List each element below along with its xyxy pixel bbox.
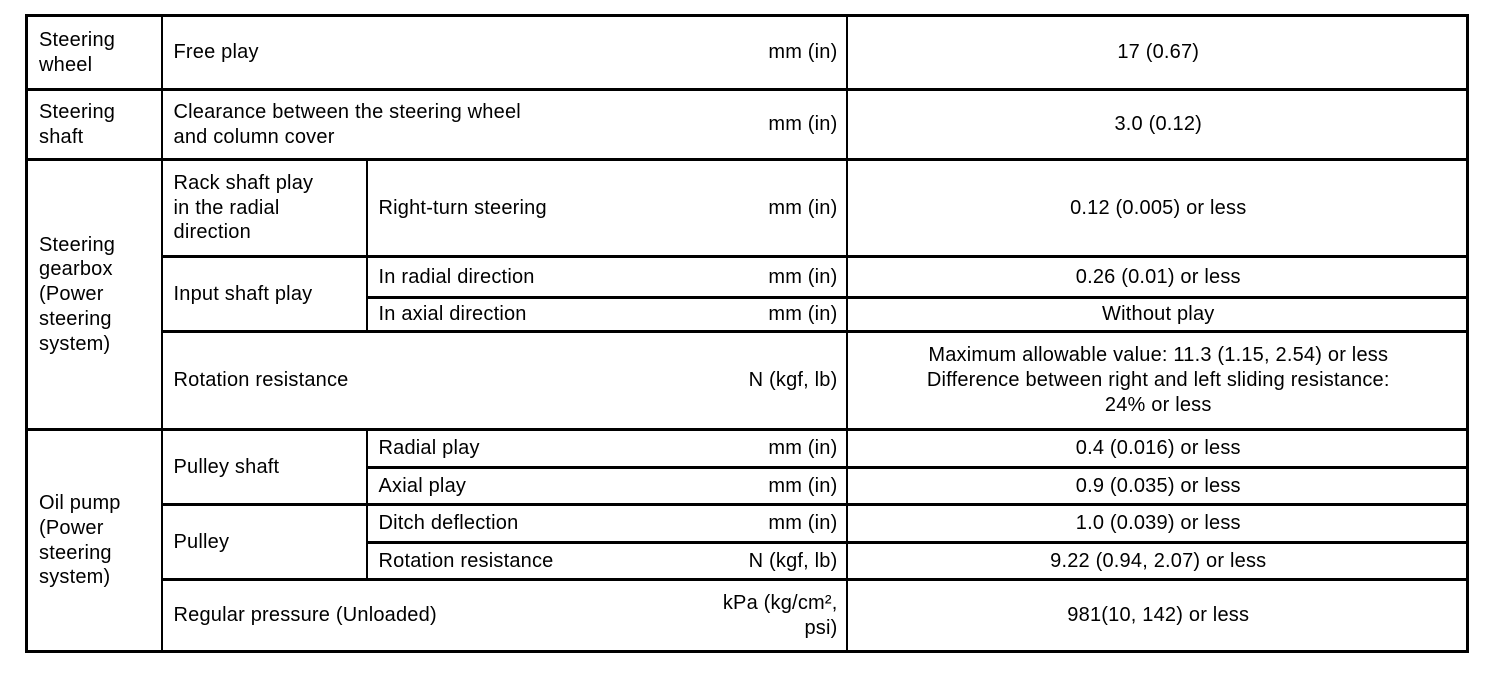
item-unit-row: Radial play mm (in) — [379, 436, 838, 461]
subitem-cell: In axial direction mm (in) — [365, 296, 848, 333]
category-label: Steering shaft — [39, 100, 116, 148]
category-label: Steering wheel — [39, 28, 116, 76]
unit-label: mm (in) — [768, 474, 838, 497]
item-unit-row: Ditch deflection mm (in) — [379, 511, 838, 536]
unit-label: mm (in) — [768, 303, 838, 326]
group-label: Pulley — [173, 530, 230, 553]
unit-label: N (kgf, lb) — [748, 549, 838, 572]
value-cell: 1.0 (0.039) or less — [845, 503, 1469, 544]
item-label: Free play — [173, 41, 259, 64]
item-label: Ditch deflection — [378, 512, 519, 535]
item-unit-row: Rotation resistance N (kgf, lb) — [379, 549, 838, 574]
value-text: 17 (0.67) — [1117, 41, 1200, 64]
category-label: Steering gearbox (Power steering system) — [39, 233, 116, 355]
item-label: Radial play — [378, 437, 480, 460]
unit-label: mm (in) — [768, 196, 838, 219]
item-label: Rotation resistance — [173, 369, 349, 392]
category-label: Oil pump (Power steering system) — [39, 491, 121, 589]
table-row: Steering wheel Free play mm (in) 17 (0.6… — [25, 14, 1469, 91]
value-cell: 0.4 (0.016) or less — [845, 428, 1469, 469]
value-cell: 3.0 (0.12) — [845, 88, 1469, 161]
value-text: Without play — [1102, 303, 1215, 326]
value-cell: 0.12 (0.005) or less — [845, 158, 1469, 258]
value-cell: 0.9 (0.035) or less — [845, 466, 1469, 506]
item-label: Clearance between the steering wheel and… — [173, 100, 521, 148]
specifications-table: Steering wheel Free play mm (in) 17 (0.6… — [25, 14, 1469, 653]
item-label: Regular pressure (Unloaded) — [173, 604, 437, 627]
item-unit-row: Right-turn steering mm (in) — [379, 196, 838, 221]
unit-label: mm (in) — [768, 113, 838, 136]
item-unit-row: In axial direction mm (in) — [379, 302, 838, 327]
table-row: Regular pressure (Unloaded) kPa (kg/cm²,… — [27, 578, 1469, 653]
item-unit-row: Axial play mm (in) — [379, 474, 838, 499]
item-unit-row: Free play mm (in) — [174, 40, 838, 65]
item-unit-row: In radial direction mm (in) — [379, 265, 838, 290]
subitem-cell: Radial play mm (in) — [365, 428, 848, 469]
item-label: Right-turn steering — [378, 196, 547, 219]
subitem-cell: Right-turn steering mm (in) — [365, 158, 848, 258]
subitem-cell: Rotation resistance N (kgf, lb) — [365, 541, 848, 581]
table-row: Rotation resistance N (kgf, lb) 9.22 (0.… — [27, 541, 1469, 581]
table-row: Oil pump (Power steering system) Pulley … — [25, 428, 1469, 653]
unit-label: mm (in) — [768, 512, 838, 535]
value-text: 1.0 (0.039) or less — [1075, 512, 1241, 535]
group-label: Input shaft play — [173, 282, 313, 305]
value-cell: 9.22 (0.94, 2.07) or less — [845, 541, 1469, 581]
category-cell-oil-pump: Oil pump (Power steering system) — [25, 428, 163, 653]
group-label: Pulley shaft — [173, 455, 280, 478]
value-text: 981(10, 142) or less — [1067, 604, 1250, 627]
item-label: Rotation resistance — [378, 549, 554, 572]
category-cell-steering-shaft: Steering shaft — [25, 88, 163, 161]
subitem-cell: Ditch deflection mm (in) — [365, 503, 848, 544]
table-row: In axial direction mm (in) Without play — [27, 296, 1469, 333]
table-row: Pulley Ditch deflection mm (in) 1.0 (0.0… — [27, 503, 1469, 581]
value-cell: Without play — [845, 296, 1469, 333]
subitem-cell: In radial direction mm (in) — [365, 255, 848, 299]
value-text: 0.26 (0.01) or less — [1075, 265, 1241, 288]
item-label: In axial direction — [378, 303, 527, 326]
category-cell-steering-wheel: Steering wheel — [25, 14, 163, 91]
unit-label: mm (in) — [768, 41, 838, 64]
category-cell-steering-gearbox: Steering gearbox (Power steering system) — [25, 158, 163, 431]
item-unit-row: Clearance between the steering wheel and… — [174, 100, 838, 150]
value-cell: 17 (0.67) — [845, 14, 1469, 91]
value-text: 3.0 (0.12) — [1114, 113, 1203, 136]
group-cell-rack-shaft-play: Rack shaft play in the radial direction — [160, 158, 368, 258]
item-unit-row: Rotation resistance N (kgf, lb) — [174, 368, 838, 393]
table-row: Steering shaft Clearance between the ste… — [25, 88, 1469, 161]
item-unit-row: Regular pressure (Unloaded) kPa (kg/cm²,… — [174, 591, 838, 641]
value-cell: 981(10, 142) or less — [845, 578, 1469, 653]
group-cell-pulley: Pulley — [160, 503, 368, 581]
item-label: Axial play — [378, 474, 467, 497]
table-row: Input shaft play In radial direction mm … — [27, 255, 1469, 333]
table-row: Steering gearbox (Power steering system)… — [25, 158, 1469, 431]
item-cell: Free play mm (in) — [160, 14, 848, 91]
group-cell-input-shaft-play: Input shaft play — [160, 255, 368, 333]
value-cell: 0.26 (0.01) or less — [845, 255, 1469, 299]
table-row: Rotation resistance N (kgf, lb) Maximum … — [27, 330, 1469, 431]
item-cell: Regular pressure (Unloaded) kPa (kg/cm²,… — [160, 578, 848, 653]
unit-label: mm (in) — [768, 265, 838, 288]
unit-label: kPa (kg/cm², psi) — [722, 591, 838, 639]
group-label: Rack shaft play in the radial direction — [173, 171, 314, 244]
value-text: 9.22 (0.94, 2.07) or less — [1050, 549, 1267, 572]
unit-label: mm (in) — [768, 437, 838, 460]
value-text: 0.9 (0.035) or less — [1075, 474, 1241, 497]
unit-label: N (kgf, lb) — [748, 369, 838, 392]
value-text: Maximum allowable value: 11.3 (1.15, 2.5… — [926, 344, 1390, 416]
value-text: 0.4 (0.016) or less — [1075, 437, 1241, 460]
group-cell-pulley-shaft: Pulley shaft — [160, 428, 368, 506]
table-row: Axial play mm (in) 0.9 (0.035) or less — [27, 466, 1469, 506]
item-cell: Rotation resistance N (kgf, lb) — [160, 330, 848, 431]
value-text: 0.12 (0.005) or less — [1070, 196, 1247, 219]
item-cell: Clearance between the steering wheel and… — [160, 88, 848, 161]
item-label: In radial direction — [378, 265, 535, 288]
subitem-cell: Axial play mm (in) — [365, 466, 848, 506]
value-cell: Maximum allowable value: 11.3 (1.15, 2.5… — [845, 330, 1469, 431]
